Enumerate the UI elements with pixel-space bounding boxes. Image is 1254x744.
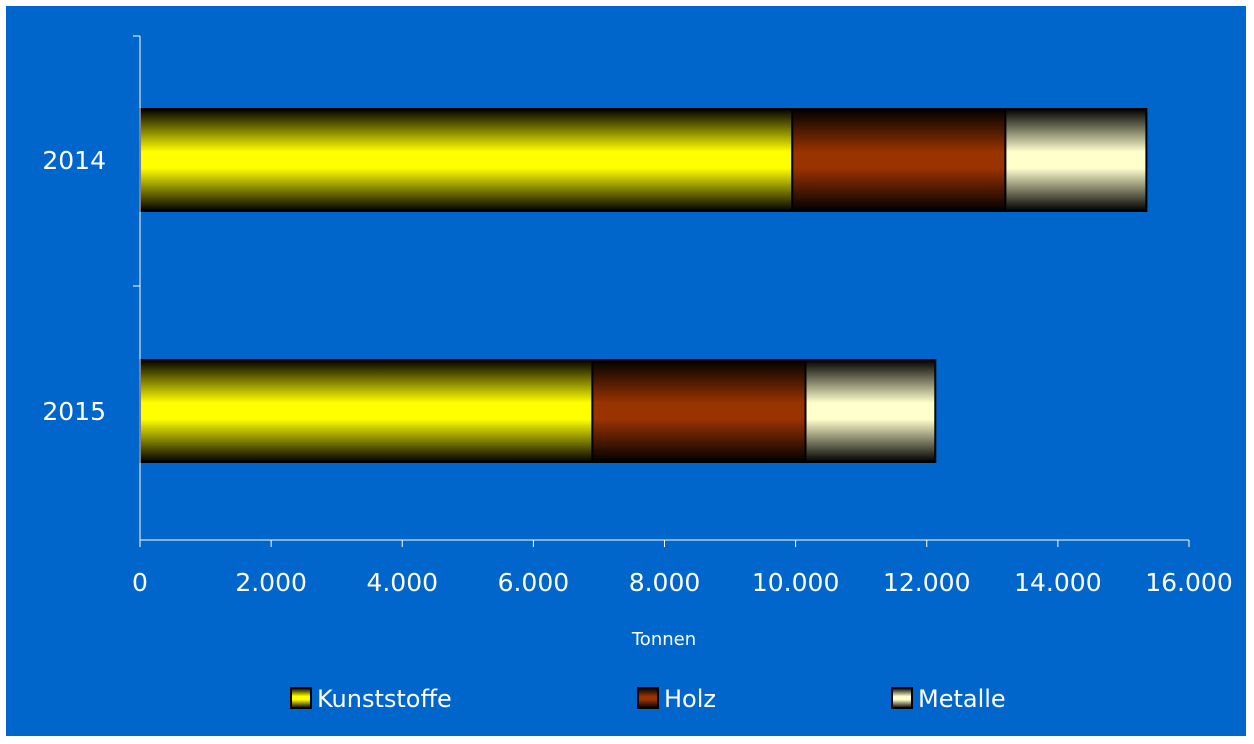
x-tick-label: 10.000 xyxy=(752,568,839,597)
x-tick-label: 4.000 xyxy=(366,568,438,597)
legend-swatch-metalle xyxy=(891,687,913,709)
legend-label-metalle: Metalle xyxy=(918,685,1006,713)
category-label-2015: 2015 xyxy=(42,397,106,426)
x-tick-label: 0 xyxy=(132,568,148,597)
x-tick-label: 12.000 xyxy=(883,568,970,597)
x-tick-label: 6.000 xyxy=(498,568,570,597)
legend: Kunststoffe Holz Metalle xyxy=(290,685,1006,713)
chart-svg: 0 2.000 4.000 6.000 8.000 10.000 12.000 14.000 1… xyxy=(42,35,1233,713)
x-axis-title: Tonnen xyxy=(631,629,696,650)
x-tick-label: 8.000 xyxy=(629,568,701,597)
chart-frame: 0 2.000 4.000 6.000 8.000 10.000 12.000 14.000 1… xyxy=(6,6,1246,736)
bar-holz-2015 xyxy=(591,359,807,463)
bars-layer xyxy=(139,108,1148,463)
ticks-layer: 0 2.000 4.000 6.000 8.000 10.000 12.000 14.000 1… xyxy=(132,540,1233,597)
legend-swatch-holz xyxy=(637,687,659,709)
legend-label-kunststoffe: Kunststoffe xyxy=(317,685,452,713)
bar-metalle-2015 xyxy=(804,359,937,463)
bar-holz-2014 xyxy=(791,108,1007,212)
bar-kunststoffe-2015 xyxy=(139,359,594,463)
x-tick-label: 16.000 xyxy=(1145,568,1232,597)
bar-kunststoffe-2014 xyxy=(139,108,794,212)
x-tick-label: 14.000 xyxy=(1014,568,1101,597)
x-tick-label: 2.000 xyxy=(235,568,307,597)
legend-label-holz: Holz xyxy=(664,685,716,713)
bar-metalle-2014 xyxy=(1004,108,1148,212)
category-label-2014: 2014 xyxy=(42,146,106,175)
legend-swatch-kunststoffe xyxy=(290,687,312,709)
category-labels: 2014 2015 xyxy=(42,35,140,426)
